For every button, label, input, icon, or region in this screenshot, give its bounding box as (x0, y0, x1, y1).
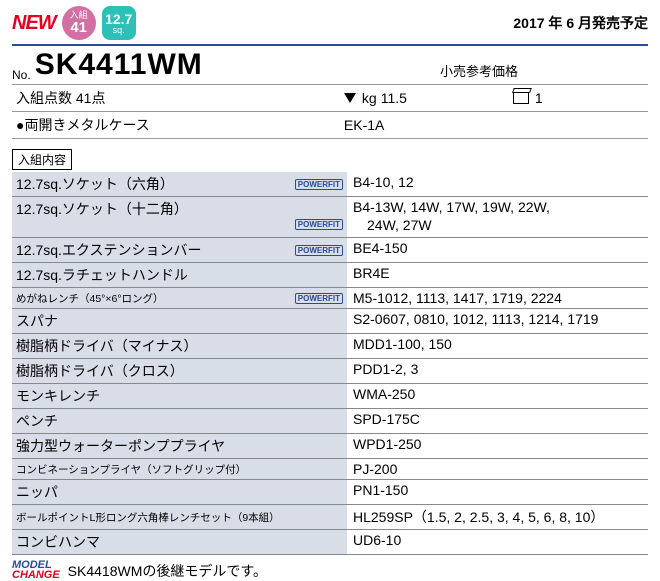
spec-right: BE4-150 (347, 238, 648, 262)
spec-left: 12.7sq.ソケット（六角） POWERFIT (12, 172, 347, 196)
model-change-badge: MODEL CHANGE (12, 561, 60, 581)
spec-left-text: ニッパ (16, 482, 58, 502)
spec-row: モンキレンチ WMA-250 (12, 384, 648, 409)
spec-right: B4-10, 12 (347, 172, 648, 196)
spec-left: ニッパ (12, 480, 347, 504)
spec-left: 樹脂柄ドライバ（マイナス） (12, 334, 347, 358)
spec-row: 強力型ウォーターポンププライヤ WPD1-250 (12, 434, 648, 459)
spec-left-text: スパナ (16, 311, 58, 331)
count-badge-value: 41 (70, 20, 87, 35)
section-header: 入組内容 (12, 149, 72, 170)
weight-icon (344, 93, 356, 103)
model-change-top: MODEL (12, 561, 60, 571)
box-cell: 1 (509, 85, 648, 111)
spec-left: 強力型ウォーターポンププライヤ (12, 434, 347, 458)
powerfit-icon: POWERFIT (295, 179, 343, 190)
spec-left-text: コンビハンマ (16, 532, 100, 552)
size-badge-unit: sq. (113, 26, 125, 35)
spec-left-text: ボールポイントL形ロング六角棒レンチセット（9本組） (16, 510, 280, 525)
spec-left-text: 12.7sq.エクステンションバー (16, 240, 202, 260)
spec-left-text: めがねレンチ（45°×6°ロング） (16, 291, 164, 306)
spec-right: PJ-200 (347, 459, 648, 479)
spec-row: 樹脂柄ドライバ（クロス） PDD1-2, 3 (12, 359, 648, 384)
count-badge: 入組 41 (62, 6, 96, 40)
spec-left: 12.7sq.ソケット（十二角）POWERFIT (12, 197, 347, 237)
spec-row: スパナ S2-0607, 0810, 1012, 1113, 1214, 1719 (12, 309, 648, 334)
spec-row: 樹脂柄ドライバ（マイナス） MDD1-100, 150 (12, 334, 648, 359)
info-row-1: 入組点数 41点 kg 11.5 1 (12, 85, 648, 112)
spec-row: 12.7sq.エクステンションバー POWERFIT BE4-150 (12, 238, 648, 263)
spec-left: モンキレンチ (12, 384, 347, 408)
new-badge: NEW (12, 12, 56, 35)
size-badge-value: 12.7 (105, 12, 132, 26)
spec-left: ペンチ (12, 409, 347, 433)
weight-value: 11.5 (381, 90, 407, 106)
footer: MODEL CHANGE SK4418WMの後継モデルです。 (12, 561, 648, 581)
powerfit-icon: POWERFIT (295, 219, 343, 230)
weight-cell: kg 11.5 (340, 85, 509, 111)
spec-left: コンビハンマ (12, 530, 347, 554)
spec-right: S2-0607, 0810, 1012, 1113, 1214, 1719 (347, 309, 648, 333)
box-value: 1 (535, 90, 543, 106)
spec-left-text: モンキレンチ (16, 386, 100, 406)
spec-row: 12.7sq.ソケット（十二角）POWERFITB4-13W, 14W, 17W… (12, 197, 648, 238)
title-row: No. SK4411WM 小売参考価格 (12, 46, 648, 85)
spec-row: ボールポイントL形ロング六角棒レンチセット（9本組） HL259SP（1.5, 2… (12, 505, 648, 530)
case-value: EK-1A (340, 112, 509, 138)
spec-left-text: 樹脂柄ドライバ（マイナス） (16, 336, 197, 356)
header: NEW 入組 41 12.7 sq. 2017 年 6 月発売予定 (12, 6, 648, 40)
spec-left: コンビネーションプライヤ（ソフトグリップ付） (12, 459, 347, 479)
spec-left-text: 樹脂柄ドライバ（クロス） (16, 361, 184, 381)
spec-left: 12.7sq.ラチェットハンドル (12, 263, 347, 287)
price-label: 小売参考価格 (440, 61, 648, 82)
case-label: ●両開きメタルケース (12, 112, 340, 138)
spec-right: PN1-150 (347, 480, 648, 504)
footer-text: SK4418WMの後継モデルです。 (68, 561, 267, 581)
spec-left: 樹脂柄ドライバ（クロス） (12, 359, 347, 383)
spec-right: PDD1-2, 3 (347, 359, 648, 383)
powerfit-icon: POWERFIT (295, 293, 343, 304)
size-badge: 12.7 sq. (102, 6, 136, 40)
spec-right: WMA-250 (347, 384, 648, 408)
spec-left-text: 強力型ウォーターポンププライヤ (16, 436, 225, 456)
powerfit-icon: POWERFIT (295, 245, 343, 256)
case-empty (509, 112, 648, 138)
spec-right: B4-13W, 14W, 17W, 19W, 22W, 24W, 27W (347, 197, 648, 237)
spec-right: BR4E (347, 263, 648, 287)
spec-right: M5-1012, 1113, 1417, 1719, 2224 (347, 288, 648, 308)
spec-row: コンビハンマ UD6-10 (12, 530, 648, 555)
spec-right: UD6-10 (347, 530, 648, 554)
spec-right: SPD-175C (347, 409, 648, 433)
spec-row: 12.7sq.ラチェットハンドル BR4E (12, 263, 648, 288)
spec-row: めがねレンチ（45°×6°ロング） POWERFIT M5-1012, 1113, … (12, 288, 648, 309)
spec-left: ボールポイントL形ロング六角棒レンチセット（9本組） (12, 505, 347, 529)
spec-row: ニッパ PN1-150 (12, 480, 648, 505)
spec-row: ペンチ SPD-175C (12, 409, 648, 434)
model-change-bottom: CHANGE (12, 571, 60, 581)
spec-left: めがねレンチ（45°×6°ロング） POWERFIT (12, 288, 347, 308)
model-number: SK4411WM (35, 48, 203, 82)
spec-right: WPD1-250 (347, 434, 648, 458)
spec-left: 12.7sq.エクステンションバー POWERFIT (12, 238, 347, 262)
release-date: 2017 年 6 月発売予定 (513, 13, 648, 33)
model-prefix: No. (12, 68, 31, 82)
spec-right: HL259SP（1.5, 2, 2.5, 3, 4, 5, 6, 8, 10） (347, 505, 648, 529)
spec-left-text: コンビネーションプライヤ（ソフトグリップ付） (16, 462, 246, 477)
spec-left-text: ペンチ (16, 411, 58, 431)
spec-left-text: 12.7sq.ラチェットハンドル (16, 265, 188, 285)
spec-row: 12.7sq.ソケット（六角） POWERFIT B4-10, 12 (12, 172, 648, 197)
spec-row: コンビネーションプライヤ（ソフトグリップ付） PJ-200 (12, 459, 648, 480)
info-row-2: ●両開きメタルケース EK-1A (12, 112, 648, 139)
spec-left-text: 12.7sq.ソケット（六角） (16, 174, 174, 194)
spec-table: 12.7sq.ソケット（六角） POWERFIT B4-10, 1212.7sq.ソ… (12, 172, 648, 555)
weight-label: kg (362, 90, 377, 106)
spec-left: スパナ (12, 309, 347, 333)
spec-right: MDD1-100, 150 (347, 334, 648, 358)
item-count: 入組点数 41点 (12, 85, 340, 111)
box-icon (513, 92, 529, 104)
